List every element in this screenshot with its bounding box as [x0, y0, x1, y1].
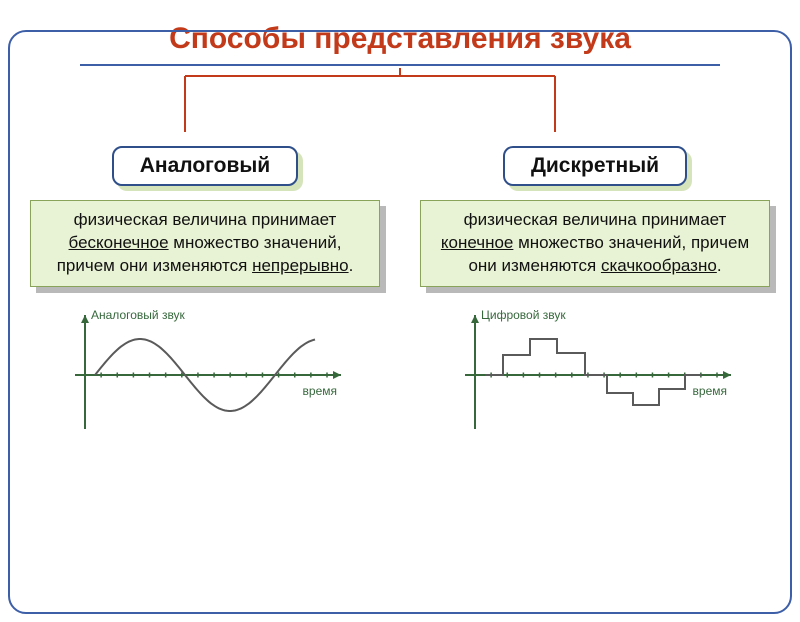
desc-text: физическая величина принимает: [74, 210, 337, 229]
label-analog-text: Аналоговый: [140, 154, 270, 177]
desc-text: .: [349, 256, 354, 275]
desc-text-u: конечное: [441, 233, 514, 252]
desc-text-u: непрерывно: [252, 256, 349, 275]
desc-text-u: бесконечное: [69, 233, 169, 252]
label-discrete-text: Дискретный: [531, 154, 659, 177]
label-analog: Аналоговый: [112, 146, 298, 186]
label-discrete: Дискретный: [503, 146, 687, 186]
desc-text: физическая величина принимает: [464, 210, 727, 229]
desc-text-u: скачкообразно: [601, 256, 717, 275]
desc-analog: физическая величина принимает бесконечно…: [30, 200, 380, 287]
connector-svg: [0, 68, 800, 146]
connector-wrap: [0, 68, 800, 146]
desc-discrete: физическая величина принимает конечное м…: [420, 200, 770, 287]
desc-text: .: [717, 256, 722, 275]
